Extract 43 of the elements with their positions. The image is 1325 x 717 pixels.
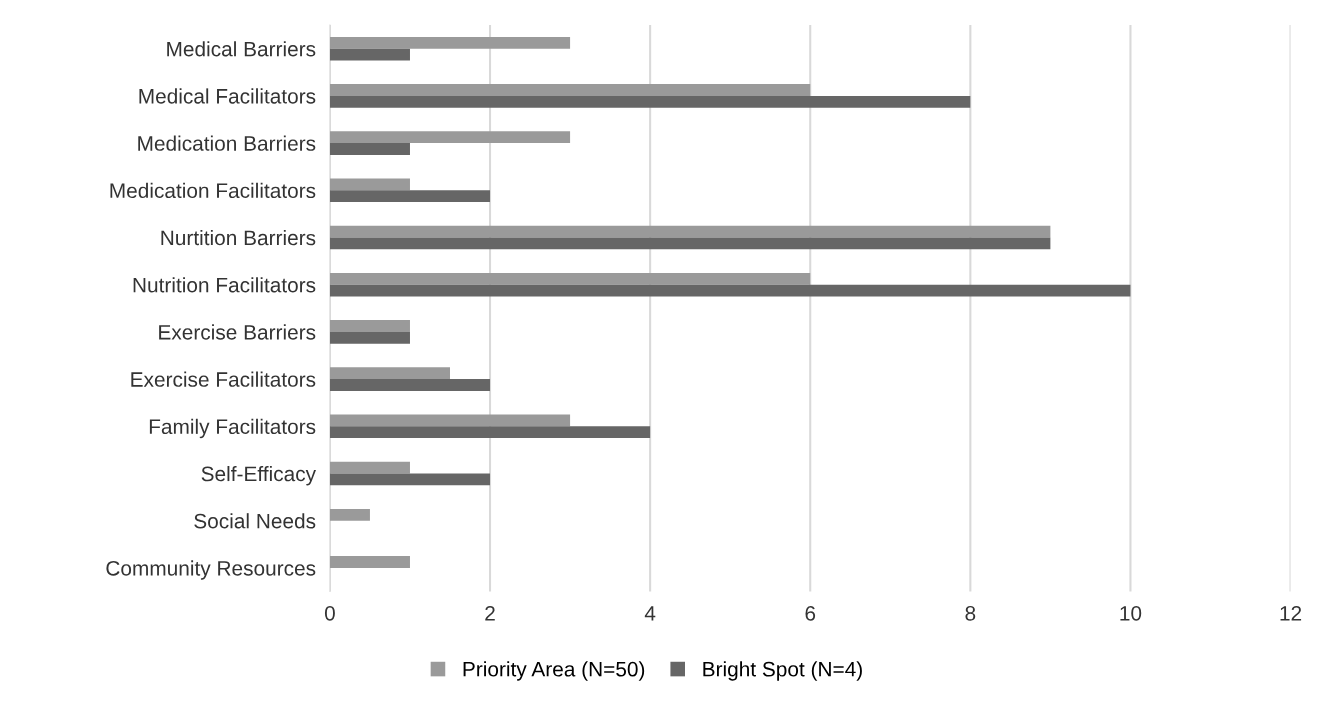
bar: [329, 237, 1051, 250]
bar: [329, 284, 1131, 297]
y-tick-label: Medication Facilitators: [110, 182, 316, 199]
y-tick-label: Exercise Barriers: [159, 324, 316, 340]
bar: [329, 48, 410, 61]
bar: [329, 95, 971, 108]
legend-label: Bright Spot (N=4): [703, 661, 862, 681]
y-tick-label: Medical Barriers: [167, 41, 316, 57]
bar: [329, 272, 811, 285]
y-tick-label: Self-Efficacy: [201, 465, 316, 486]
bar: [329, 556, 410, 568]
y-tick-label: Nutrition Facilitators: [133, 277, 316, 293]
bar: [329, 190, 491, 203]
y-tick-label: Social Needs: [194, 513, 316, 529]
legend-label: Priority Area (N=50): [463, 661, 645, 681]
bar: [329, 84, 811, 96]
bar: [329, 143, 410, 155]
y-tick-label: Medical Facilitators: [139, 88, 316, 104]
bar: [329, 331, 410, 344]
bar: [329, 178, 410, 191]
x-tick-label: 10: [1120, 605, 1142, 621]
bar: [329, 414, 571, 427]
bar: [329, 131, 571, 144]
x-tick-label: 2: [485, 605, 495, 621]
x-tick-label: 0: [324, 605, 335, 621]
bar: [329, 379, 491, 391]
bar: [329, 426, 651, 439]
bar: [329, 367, 450, 380]
bar: [329, 36, 571, 49]
bar: [329, 508, 370, 521]
y-tick-label: Exercise Facilitators: [131, 371, 316, 387]
y-tick-label: Medication Barriers: [138, 135, 316, 151]
x-tick-label: 8: [965, 605, 976, 621]
x-tick-label: 4: [644, 606, 656, 621]
bar: [329, 461, 410, 474]
bar: [329, 225, 1051, 238]
bar: [329, 320, 410, 332]
bar: [329, 473, 491, 486]
y-tick-label: Nurtition Barriers: [161, 229, 316, 246]
x-tick-label: 6: [805, 605, 816, 621]
x-tick-label: 12: [1280, 605, 1302, 621]
y-tick-label: Community Resources: [106, 560, 316, 580]
y-tick-label: Family Facilitators: [149, 418, 316, 439]
